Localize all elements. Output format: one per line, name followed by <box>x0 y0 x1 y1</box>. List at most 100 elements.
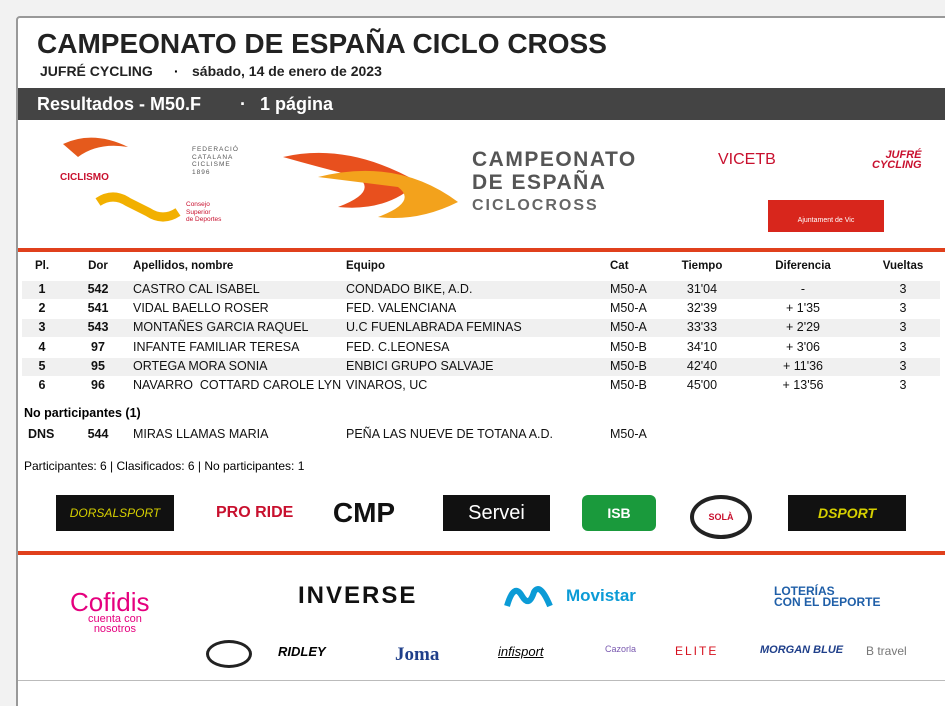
column-header: Dor <box>88 260 108 272</box>
cell: 42'40 <box>686 358 718 373</box>
cofidis-tag-line: cuenta con <box>88 613 142 625</box>
event-line: CAMPEONATO <box>472 148 637 171</box>
cell: PEÑA LAS NUEVE DE TOTANA A.D. <box>346 427 554 441</box>
sponsor-logo: DORSALSPORT <box>56 495 174 531</box>
csd-line: de Deportes <box>186 216 222 223</box>
cell: 3 <box>38 320 46 335</box>
loterias-line: CON EL DEPORTE <box>774 595 881 609</box>
cofidis-tag: cuenta con nosotros <box>88 613 142 635</box>
row-bg <box>22 357 940 376</box>
column-header: Tiempo <box>681 260 723 272</box>
cell: M50-A <box>610 301 647 316</box>
cell: 32'39 <box>686 301 718 316</box>
bar-pages: 1 página <box>260 94 334 114</box>
title: CAMPEONATO DE ESPAÑA CICLO CROSS <box>37 28 607 59</box>
cell: 95 <box>91 358 105 373</box>
sponsor-logo: MORGAN BLUE <box>760 644 844 656</box>
csd-line: Consejo <box>186 201 210 208</box>
event-line: CICLOCROSS <box>472 197 599 214</box>
cell: 544 <box>87 427 109 441</box>
cell: 3 <box>899 358 907 373</box>
event: CAMPEONATO DE ESPAÑA CICLOCROSS <box>472 148 637 214</box>
cell: ORTEGA MORA SONIA <box>133 358 268 373</box>
movistar: Movistar <box>566 586 636 605</box>
cell: CASTRO CAL ISABEL <box>133 282 260 296</box>
event-line: DE ESPAÑA <box>472 171 607 194</box>
cell: 2 <box>38 301 46 316</box>
cell: 3 <box>899 282 907 296</box>
fcc-logo <box>151 142 188 179</box>
event-logo <box>283 152 418 208</box>
csd-logo <box>95 192 181 222</box>
cell: 541 <box>87 301 109 316</box>
cell: 96 <box>91 378 105 392</box>
cell: M50-B <box>610 378 647 392</box>
loterias: LOTERÍAS CON EL DEPORTE <box>774 584 881 609</box>
cell: FED. C.LEONESA <box>346 339 450 354</box>
event-logo-2 <box>318 170 458 218</box>
row-bg <box>22 319 940 338</box>
fcc-line: 1896 <box>192 168 211 176</box>
np-title: No participantes (1) <box>24 406 141 420</box>
column-header: Apellidos, nombre <box>133 260 234 272</box>
banner <box>18 137 945 252</box>
cell: 6 <box>38 378 46 392</box>
summary: Participantes: 6 | Clasificados: 6 | No … <box>24 459 305 473</box>
toyota-logo <box>206 640 252 668</box>
date: sábado, 14 de enero de 2023 <box>192 63 382 79</box>
jufre: JUFRÉ CYCLING <box>872 149 922 171</box>
sponsor-logo: Servei <box>443 495 550 531</box>
cell: VIDAL BAELLO ROSER <box>133 301 269 316</box>
row-bg <box>22 300 940 319</box>
fcc-line: FEDERACIÓ <box>192 146 239 153</box>
cell: NAVARRO COTTARD CAROLE LYN <box>133 378 342 392</box>
sponsor-logo: Joma <box>395 644 440 665</box>
sponsor-logo: Cazorla <box>605 644 637 654</box>
cell: + 2'29 <box>785 320 820 335</box>
cell: - <box>800 282 806 296</box>
cell: 97 <box>91 339 105 354</box>
separator: · <box>174 63 179 79</box>
cell: ENBICI GRUPO SALVAJE <box>346 358 494 373</box>
cofidis-tag-line: nosotros <box>93 623 137 635</box>
cell: 1 <box>38 282 46 296</box>
jufre-line: JUFRÉ <box>885 149 922 161</box>
cell: 33'33 <box>686 320 718 335</box>
jufre-line: CYCLING <box>872 159 922 171</box>
bar-label: Resultados - M50.F <box>37 94 202 114</box>
cell: 3 <box>899 301 907 316</box>
sponsor-logo: CMP <box>332 497 396 528</box>
column-header: Cat <box>610 260 629 272</box>
cell: M50-B <box>610 339 647 354</box>
cell: M50-A <box>610 282 647 296</box>
cell: M50-A <box>610 427 647 441</box>
csd-line: Superior <box>186 208 211 216</box>
cell: VINAROS, UC <box>346 378 428 392</box>
sponsor-logo: DSPORT <box>788 495 906 531</box>
loterias-line: LOTERÍAS <box>774 584 835 598</box>
sponsor-logo: SOLÀ <box>690 495 752 539</box>
rfec-logo <box>63 137 128 157</box>
rfec: CICLISMO <box>60 172 109 183</box>
organizer: JUFRÉ CYCLING <box>40 63 153 79</box>
cell: 4 <box>38 339 46 354</box>
divider <box>18 551 945 555</box>
bottom-line <box>18 680 945 681</box>
csd: Consejo Superior de Deportes <box>186 201 221 224</box>
cell: U.C FUENLABRADA FEMINAS <box>346 320 522 335</box>
ajuntament: Ajuntament de Vic <box>797 217 855 224</box>
fcc-line: CATALANA <box>192 153 234 161</box>
cell: + 1'35 <box>785 301 820 316</box>
cell: FED. VALENCIANA <box>346 301 457 316</box>
cell: 5 <box>38 358 46 373</box>
sponsor-logo: ISB <box>582 495 656 531</box>
movistar-logo <box>504 586 553 608</box>
cell: MIRAS LLAMAS MARIA <box>133 427 269 441</box>
cell: + 11'36 <box>782 358 824 373</box>
sponsor-logo: ELITE <box>675 644 719 658</box>
cell: MONTAÑES GARCIA RAQUEL <box>133 320 309 335</box>
cell: 542 <box>87 282 109 296</box>
result-bar <box>18 88 945 120</box>
cell: 3 <box>899 320 907 335</box>
